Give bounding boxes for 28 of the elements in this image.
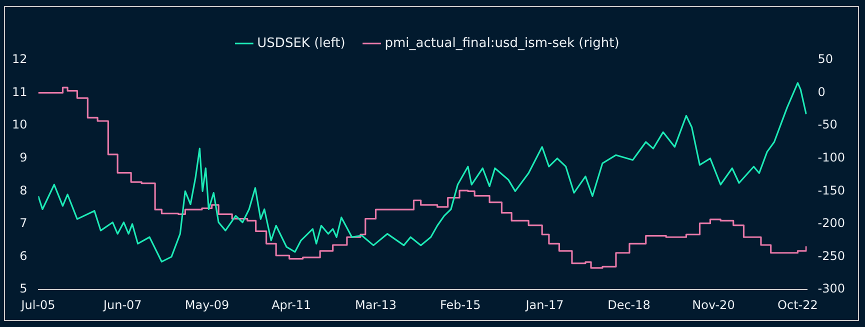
x-tick-label: Nov-20 xyxy=(692,298,735,312)
y-tick-label: 12 xyxy=(12,52,28,66)
x-tick-label: May-09 xyxy=(184,298,230,312)
x-tick-label: Jul-05 xyxy=(20,298,56,312)
y-tick-label: 8 xyxy=(20,183,28,198)
y-tick-label: 9 xyxy=(20,150,28,165)
y-tick-label: 11 xyxy=(12,84,28,99)
y2-tick-label: -200 xyxy=(818,216,845,230)
y-tick-label: 7 xyxy=(20,216,28,230)
y-tick-label: 5 xyxy=(20,282,28,296)
y2-tick-label: -150 xyxy=(818,183,845,198)
y-tick-label: 10 xyxy=(12,118,28,132)
y-tick-label: 6 xyxy=(20,248,28,263)
x-tick-label: Jun-07 xyxy=(102,298,142,312)
y2-tick-label: -50 xyxy=(818,118,838,132)
legend-label: USDSEK (left) xyxy=(257,36,346,51)
y2-tick-label: 0 xyxy=(818,84,826,99)
x-tick-label: Mar-13 xyxy=(355,298,396,312)
x-tick-label: Jan-17 xyxy=(524,298,564,312)
x-tick-label: Dec-18 xyxy=(608,298,650,312)
x-tick-label: Apr-11 xyxy=(272,298,312,312)
x-tick-label: Feb-15 xyxy=(440,298,481,312)
x-tick-label: Oct-22 xyxy=(778,298,818,312)
y2-tick-label: 50 xyxy=(818,52,834,66)
y2-tick-label: -100 xyxy=(818,150,845,165)
y2-tick-label: -300 xyxy=(818,282,845,296)
legend-label: pmi_actual_final:usd_ism-sek (right) xyxy=(384,36,620,51)
y2-tick-label: -250 xyxy=(818,248,845,263)
